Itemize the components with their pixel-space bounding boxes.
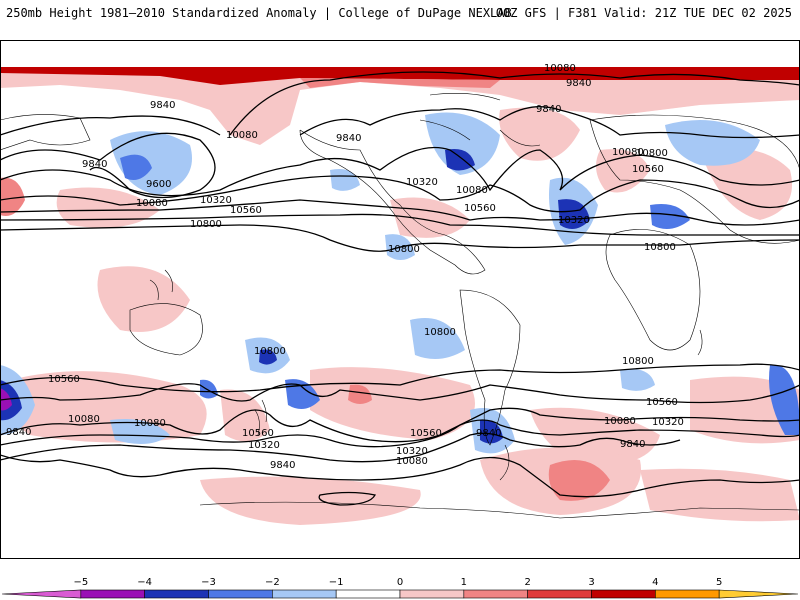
contour-label: 10080 — [68, 414, 100, 425]
contour-label: 10320 — [652, 417, 684, 428]
contour-label: 9840 — [536, 104, 561, 115]
colorbar-tick-label: 5 — [716, 577, 722, 588]
colorbar-segment — [591, 589, 656, 599]
contour-label: 10320 — [396, 446, 428, 457]
colorbar-segment — [655, 589, 720, 599]
contour-label: 10800 — [254, 346, 286, 357]
contour-label: 10080 — [544, 63, 576, 74]
colorbar-tick-label: −2 — [265, 577, 280, 588]
coastlines — [0, 93, 800, 519]
contour-label: 10080 — [612, 147, 644, 158]
colorbar-segment — [208, 589, 273, 599]
contour-label: 10080 — [604, 416, 636, 427]
contour-label: 10320 — [406, 177, 438, 188]
contour-label: 10560 — [230, 205, 262, 216]
positive-anomaly-shading — [0, 67, 800, 525]
colorbar-segment — [463, 589, 528, 599]
contour-label: 10560 — [242, 428, 274, 439]
colorbar-tick-label: 4 — [652, 577, 658, 588]
colorbar-tick-label: 1 — [461, 577, 467, 588]
contour-label: 10800 — [190, 219, 222, 230]
negative-anomaly-shading — [0, 112, 800, 454]
contour-label: 10560 — [646, 397, 678, 408]
colorbar-segment — [399, 589, 465, 599]
contour-label: 10560 — [632, 164, 664, 175]
height-contours — [0, 71, 800, 506]
contour-label: 10080 — [136, 198, 168, 209]
contour-label: 9840 — [6, 427, 31, 438]
anomaly-colorbar: −5 −4 −3 −2 −1 0 1 2 3 4 5 — [1, 577, 799, 599]
colorbar-segment — [718, 589, 799, 599]
colorbar-segment — [527, 589, 592, 599]
model-valid-time: 00Z GFS | F381 Valid: 21Z TUE DEC 02 202… — [495, 6, 792, 20]
contour-label: 9840 — [336, 133, 361, 144]
contour-label: 10080 — [456, 185, 488, 196]
contour-label: 9600 — [146, 179, 171, 190]
contour-label: 9840 — [476, 428, 501, 439]
map-title: 250mb Height 1981–2010 Standardized Anom… — [6, 6, 512, 20]
colorbar-tick-label: −1 — [329, 577, 344, 588]
contour-label: 10560 — [48, 374, 80, 385]
contour-label: 9840 — [620, 439, 645, 450]
contour-label: 10320 — [248, 440, 280, 451]
colorbar-tick-label: −5 — [73, 577, 88, 588]
contour-label: 10800 — [388, 244, 420, 255]
contour-label: 10800 — [636, 148, 668, 159]
contour-label: 10560 — [464, 203, 496, 214]
colorbar-segment — [335, 589, 401, 599]
contour-label: 9840 — [150, 100, 175, 111]
colorbar-segment — [80, 589, 145, 599]
contour-label: 10320 — [200, 195, 232, 206]
contour-label: 9840 — [82, 159, 107, 170]
contour-label: 10800 — [644, 242, 676, 253]
contour-label: 10560 — [410, 428, 442, 439]
contour-label: 10080 — [396, 456, 428, 467]
colorbar-tick-label: 0 — [397, 577, 403, 588]
contour-label: 9840 — [270, 460, 295, 471]
contour-label: 10080 — [134, 418, 166, 429]
colorbar-segment — [144, 589, 209, 599]
colorbar-segment — [1, 589, 82, 599]
contour-label: 9840 — [566, 78, 591, 89]
contour-labels: 10080 9840 9840 10080 9840 9840 9840 960… — [6, 63, 684, 471]
contour-label: 10800 — [622, 356, 654, 367]
contour-label: 10800 — [424, 327, 456, 338]
colorbar-tick-label: −3 — [201, 577, 216, 588]
colorbar-tick-label: 2 — [524, 577, 530, 588]
colorbar-tick-label: −4 — [137, 577, 152, 588]
colorbar-segment — [272, 589, 337, 599]
colorbar-tick-label: 3 — [588, 577, 594, 588]
contour-label: 10080 — [226, 130, 258, 141]
contour-label: 10320 — [558, 215, 590, 226]
anomaly-map: 10080 9840 9840 10080 9840 9840 9840 960… — [0, 40, 800, 559]
